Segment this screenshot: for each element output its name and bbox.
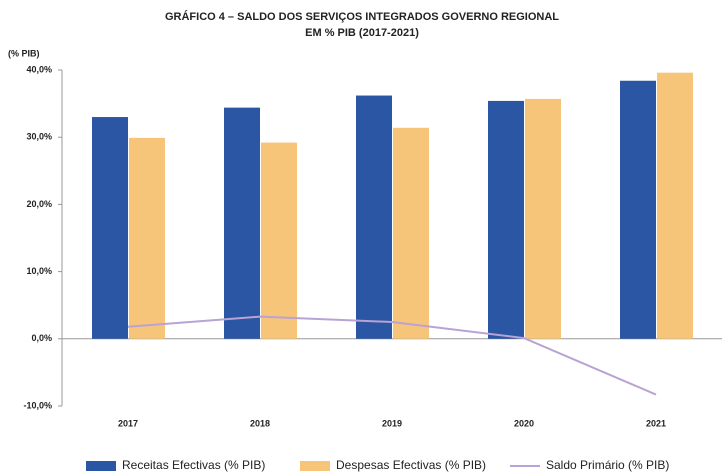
- legend-swatch: [300, 461, 330, 471]
- legend-label: Receitas Efectivas (% PIB): [122, 458, 265, 472]
- legend: Receitas Efectivas (% PIB) Despesas Efect…: [86, 458, 669, 472]
- x-tick-label: 2018: [250, 418, 270, 428]
- y-tick-label: -10,0%: [23, 400, 52, 410]
- chart-subtitle: EM % PIB (2017-2021): [305, 27, 419, 39]
- bar: [224, 107, 260, 339]
- y-tick-label: 0,0%: [31, 333, 52, 343]
- y-tick-label: 20,0%: [26, 199, 52, 209]
- bar: [261, 142, 297, 339]
- chart-title: GRÁFICO 4 – SALDO DOS SERVIÇOS INTEGRADO…: [165, 10, 559, 23]
- bar: [620, 80, 656, 339]
- bar: [92, 117, 128, 339]
- y-tick-label: 40,0%: [26, 64, 52, 74]
- bar: [657, 72, 693, 339]
- x-tick-label: 2019: [382, 418, 402, 428]
- y-axis-label: (% PIB): [8, 48, 40, 58]
- bar: [393, 127, 429, 339]
- bar: [356, 95, 392, 339]
- x-tick-label: 2017: [118, 418, 138, 428]
- legend-label: Despesas Efectivas (% PIB): [336, 458, 486, 472]
- x-tick-label: 2021: [646, 418, 666, 428]
- x-tick-label: 2020: [514, 418, 534, 428]
- bar: [488, 100, 524, 339]
- y-tick-label: 30,0%: [26, 132, 52, 142]
- legend-label: Saldo Primário (% PIB): [546, 458, 669, 472]
- y-tick-label: 10,0%: [26, 266, 52, 276]
- bar: [129, 137, 165, 339]
- bar: [525, 98, 561, 339]
- legend-swatch: [86, 461, 116, 471]
- line-series: [127, 315, 657, 396]
